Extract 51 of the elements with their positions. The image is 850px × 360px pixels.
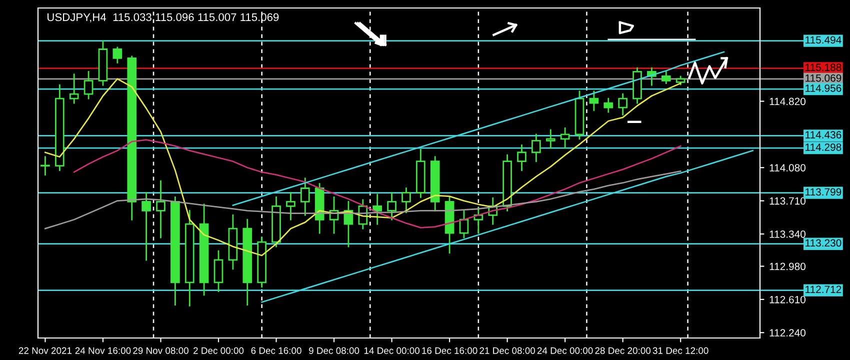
candlestick bbox=[459, 210, 469, 238]
candlestick bbox=[69, 74, 79, 104]
x-tick-label: 16 Dec 16:00 bbox=[422, 347, 478, 354]
x-tick-label: 22 Nov 2021 bbox=[18, 347, 72, 354]
candlestick bbox=[387, 192, 396, 220]
x-tick-label: 28 Dec 20:00 bbox=[595, 347, 651, 354]
candlestick bbox=[286, 192, 296, 220]
candlestick bbox=[84, 70, 94, 100]
line-series bbox=[44, 170, 682, 230]
candlestick bbox=[618, 93, 628, 116]
y-tick-label: 112.610 bbox=[770, 296, 806, 304]
y-tick-label: 112.980 bbox=[770, 262, 806, 270]
y-tick-label: 114.820 bbox=[770, 98, 806, 106]
candlestick bbox=[300, 178, 310, 216]
ref-line-label: 115.069 bbox=[806, 74, 842, 82]
y-tick-label: 113.340 bbox=[770, 230, 806, 238]
x-tick-label: 24 Nov 16:00 bbox=[75, 347, 131, 354]
ref-line-label: 113.799 bbox=[806, 188, 842, 196]
candlestick bbox=[604, 98, 614, 113]
ref-line-label: 114.956 bbox=[806, 84, 842, 92]
candlestick bbox=[517, 144, 526, 172]
candlestick bbox=[142, 192, 151, 261]
candlestick bbox=[372, 194, 382, 225]
ref-line-label: 114.436 bbox=[806, 131, 842, 138]
ref-line-label: 115.188 bbox=[806, 64, 842, 72]
x-tick-label: 6 Dec 16:00 bbox=[251, 347, 302, 354]
candlestick bbox=[532, 134, 541, 162]
candlestick bbox=[402, 188, 411, 214]
chart-title: USDJPY,H4 115.033 115.096 115.007 115.069 bbox=[48, 13, 279, 22]
candlestick bbox=[156, 180, 166, 238]
ref-line-label: 113.230 bbox=[806, 239, 842, 247]
candlestick bbox=[661, 70, 671, 84]
ref-line-label: 114.298 bbox=[806, 143, 842, 151]
x-tick-label: 24 Dec 00:00 bbox=[537, 347, 593, 354]
y-tick-label: 113.710 bbox=[770, 197, 806, 205]
candlestick bbox=[112, 46, 122, 64]
x-tick-label: 2 Dec 00:00 bbox=[194, 347, 244, 354]
x-tick-label: 9 Dec 08:00 bbox=[309, 347, 360, 354]
ref-line-label: 112.712 bbox=[806, 286, 842, 293]
candlestick bbox=[546, 129, 556, 149]
candlestick bbox=[560, 127, 570, 149]
candlestick bbox=[589, 90, 599, 111]
candlestick bbox=[40, 156, 50, 176]
y-tick-label: 112.240 bbox=[770, 329, 806, 336]
x-tick-label: 21 Dec 08:00 bbox=[480, 347, 536, 354]
x-tick-label: 29 Nov 08:00 bbox=[133, 347, 188, 354]
x-tick-label: 31 Dec 12:00 bbox=[652, 347, 708, 354]
candlestick bbox=[214, 250, 224, 292]
ref-line-label: 115.494 bbox=[806, 36, 842, 44]
y-tick-label: 114.080 bbox=[770, 164, 806, 172]
x-tick-label: 14 Dec 00:00 bbox=[364, 347, 420, 354]
